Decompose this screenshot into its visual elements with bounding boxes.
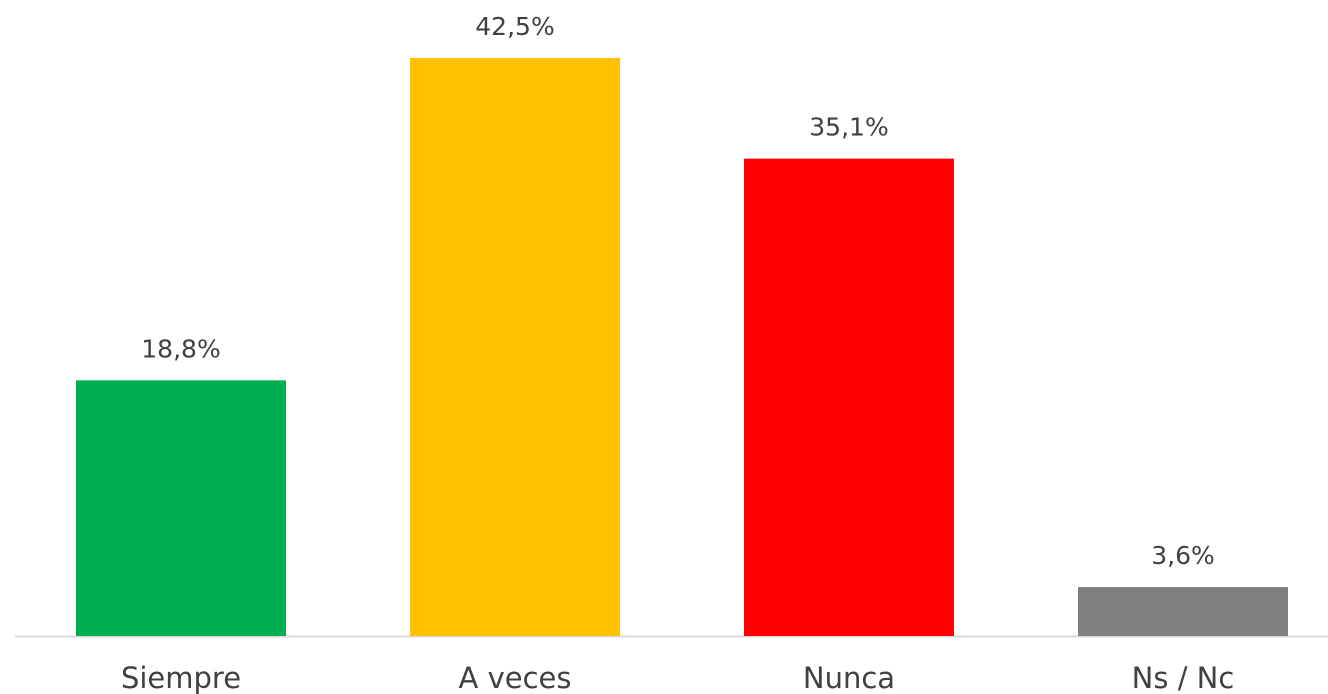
value-label: 3,6%	[1151, 541, 1215, 570]
value-label: 42,5%	[475, 12, 554, 41]
bar	[76, 380, 286, 636]
x-tick-label: Nunca	[803, 661, 895, 694]
x-tick-label: A veces	[459, 661, 572, 694]
bar	[744, 158, 954, 636]
value-label: 35,1%	[809, 113, 888, 142]
bar	[410, 58, 620, 636]
bar	[1078, 587, 1288, 636]
x-tick-label: Siempre	[121, 661, 241, 694]
x-tick-label: Ns / Nc	[1132, 661, 1235, 694]
value-label: 18,8%	[141, 334, 220, 363]
